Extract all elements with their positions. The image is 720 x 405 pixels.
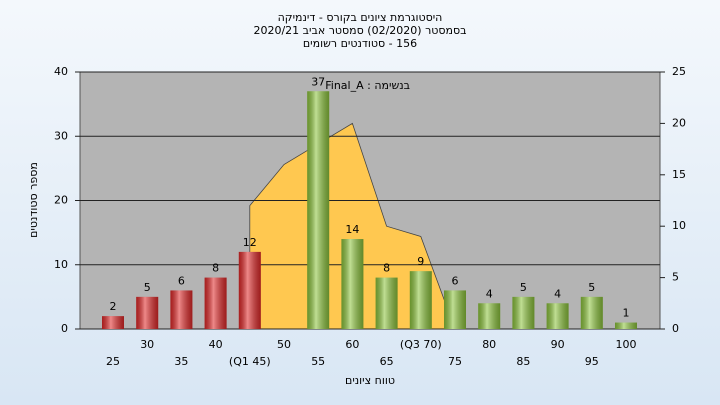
y-tick-label: 40	[54, 65, 68, 78]
x-tick-label: 75	[448, 355, 462, 368]
x-tick-label: 95	[585, 355, 599, 368]
bar-shine	[512, 296, 535, 329]
bar-shine	[444, 290, 466, 329]
x-tick-label: 85	[516, 355, 530, 368]
data-label: 5	[144, 281, 151, 294]
x-tick-label: 35	[174, 355, 188, 368]
x-tick-label: 50	[277, 338, 291, 351]
x-tick-label: (Q1 45)	[229, 355, 271, 368]
y-tick-label: 10	[54, 258, 68, 271]
x-axis-label: טווח ציונים	[345, 374, 395, 387]
bar-shine	[307, 91, 330, 330]
bar-shine	[102, 316, 124, 329]
x-tick-label: 30	[140, 338, 154, 351]
x-tick-label: 25	[106, 355, 120, 368]
bar-shine	[580, 296, 603, 329]
bar-shine	[341, 239, 364, 329]
data-label: 4	[486, 287, 493, 300]
chart-title: היסטוגרמת ציונים בקורס - דינמיקה	[278, 11, 443, 24]
y2-tick-label: 20	[672, 116, 686, 129]
data-label: 6	[178, 274, 185, 287]
y-tick-label: 20	[54, 194, 68, 207]
bar-shine	[546, 303, 569, 329]
chart-subtitle: בסמסטר (02/2020) סמסטר אביב 2020/21	[253, 24, 466, 37]
data-label: 8	[383, 262, 390, 275]
data-label: 1	[623, 307, 630, 320]
x-tick-label: 40	[209, 338, 223, 351]
y2-tick-label: 15	[672, 168, 686, 181]
data-label: 9	[417, 255, 424, 268]
x-tick-label: 90	[551, 338, 565, 351]
x-tick-label: 100	[616, 338, 637, 351]
data-label: 4	[554, 287, 561, 300]
area	[249, 122, 456, 330]
y-axis-label: מספר סטודנטים	[27, 162, 40, 238]
x-tick-label: 55	[311, 355, 325, 368]
bar-shine	[204, 277, 227, 329]
y-tick-label: 30	[54, 129, 68, 142]
y2-tick-label: 25	[672, 65, 686, 78]
y-tick-label: 0	[61, 322, 68, 335]
x-tick-label: 80	[482, 338, 496, 351]
y2-tick-label: 5	[672, 271, 679, 284]
bar-shine	[615, 322, 637, 329]
x-tick-label: 60	[345, 338, 359, 351]
bar-shine	[238, 251, 261, 329]
x-tick-label: (Q3 70)	[400, 338, 442, 351]
data-label: 8	[212, 262, 219, 275]
data-label: 6	[452, 274, 459, 287]
bar-shine	[409, 271, 432, 329]
bar-shine	[375, 277, 398, 329]
data-label: 2	[110, 300, 117, 313]
data-label: 5	[520, 281, 527, 294]
data-label: 14	[345, 223, 359, 236]
data-label: 37	[311, 75, 325, 88]
data-label: 12	[243, 236, 257, 249]
bar-shine	[478, 303, 501, 329]
x-tick-label: 65	[380, 355, 394, 368]
y2-tick-label: 10	[672, 219, 686, 232]
data-label: 5	[588, 281, 595, 294]
annotation: בנשימה : Final_A	[325, 79, 410, 92]
bar-shine	[170, 290, 193, 329]
chart-subtitle: 156 - סטודנטים רשומים	[303, 37, 417, 50]
y2-tick-label: 0	[672, 322, 679, 335]
bar-shine	[136, 296, 159, 329]
